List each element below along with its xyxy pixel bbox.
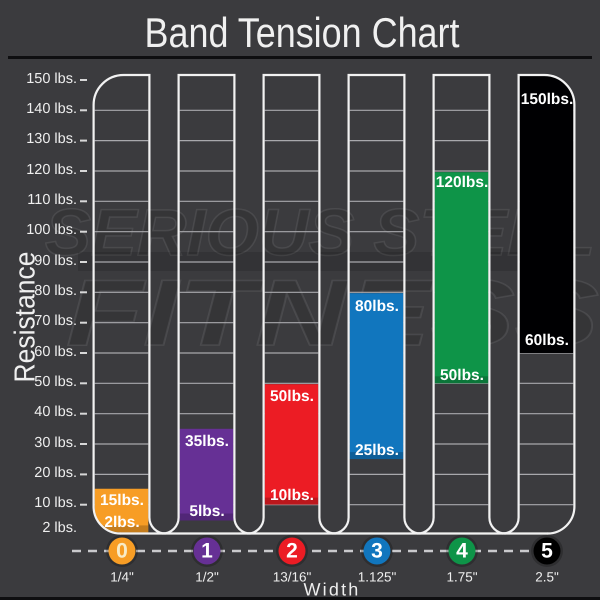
svg-text:FITNESS: FITNESS bbox=[66, 260, 599, 365]
svg-text:Resistance: Resistance bbox=[10, 252, 42, 383]
svg-text:Band Tension Chart: Band Tension Chart bbox=[145, 9, 460, 56]
